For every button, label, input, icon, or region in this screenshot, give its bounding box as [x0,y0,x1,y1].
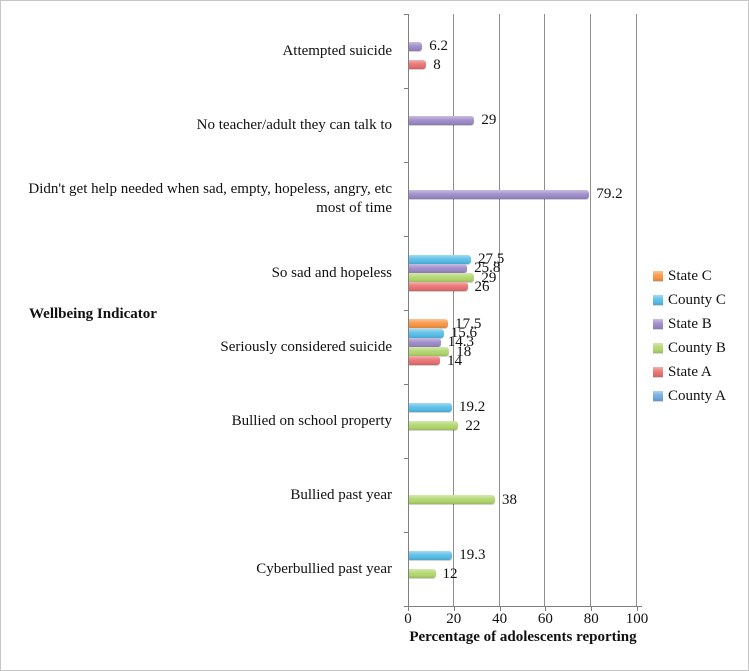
y-tick [404,162,408,163]
data-label: 26 [474,278,490,295]
x-axis-title: Percentage of adolescents reporting [409,629,637,645]
gridline [498,14,500,606]
bar-state-a[interactable] [408,356,441,366]
category-label: Attempted suicide [282,42,392,59]
x-tick [408,606,409,611]
x-tick [637,606,638,611]
y-axis-title: Wellbeing Indicator [29,306,157,322]
data-label: 29 [481,269,497,286]
x-tick-label: 80 [583,611,599,627]
bar-state-b[interactable] [408,263,468,273]
data-label: 8 [433,56,441,73]
x-tick-label: 100 [625,611,649,627]
data-label: 14 [447,352,463,369]
bar-state-b[interactable] [408,115,475,125]
x-tick [545,606,547,611]
y-tick [404,384,408,385]
data-label: 14.3 [447,334,474,351]
category-label: Cyberbullied past year [256,560,392,577]
category-label: Seriously considered suicide [220,338,392,355]
legend-item-state-a[interactable]: State A [653,360,726,384]
bar-state-c[interactable] [408,319,449,329]
bar-state-a[interactable] [408,282,468,292]
legend-label: State A [668,363,712,380]
category-label: Bullied on school property [231,412,392,429]
bar-county-c[interactable] [408,328,444,338]
x-tick [591,606,593,611]
bar-county-b[interactable] [408,347,450,356]
legend-swatch [653,319,663,329]
legend-swatch [653,391,663,401]
category-label: Didn't get help needed when sad, empty, … [28,181,392,216]
bar-county-c[interactable] [408,550,453,560]
y-tick [404,310,408,311]
bar-county-b[interactable] [408,273,475,282]
legend-item-county-c[interactable]: County C [653,288,726,312]
data-label: 17.5 [455,316,482,332]
bar-state-b[interactable] [408,41,423,51]
bar-county-c[interactable] [408,402,452,412]
x-axis-line [404,606,642,607]
legend-item-state-c[interactable]: State C [653,264,726,288]
category-label: Bullied past year [290,486,392,503]
y-tick [404,14,408,15]
data-label: 12 [442,565,458,582]
data-label: 29 [481,112,497,129]
data-label: 6.2 [429,38,448,55]
data-label: 79.2 [596,186,623,203]
category-label: No teacher/adult they can talk to [196,116,392,133]
bar-county-b[interactable] [408,421,459,430]
y-tick [404,88,408,89]
x-tick-label: 20 [446,611,462,627]
data-label: 15.6 [450,325,477,342]
legend-label: County C [668,291,726,308]
legend-item-county-b[interactable]: County B [653,336,726,360]
bar-state-b[interactable] [408,337,441,347]
legend-swatch [653,367,663,377]
gridline [452,14,454,606]
legend-swatch [653,295,663,305]
bar-state-b[interactable] [408,189,590,199]
data-label: 22 [465,417,481,434]
y-axis-line [408,14,409,606]
legend-label: County A [668,387,726,404]
data-label: 25.8 [474,260,501,277]
x-tick-label: 40 [492,611,508,627]
data-label: 27.5 [478,251,505,268]
data-label: 19.3 [459,547,486,564]
plot-area: 6.2 8 29 79.2 27.5 25.8 29 26 17.5 15.6 14.3 18 14 19… [404,14,637,607]
legend: State C County C State B County B State A Cou… [653,264,726,408]
x-tick [499,606,501,611]
y-tick [404,458,408,459]
gridline [590,14,592,606]
legend-label: State B [668,315,712,332]
legend-swatch [653,271,663,281]
gridline [544,14,546,606]
bar-county-b[interactable] [408,495,495,504]
y-tick [404,236,408,237]
bar-state-a[interactable] [408,60,427,70]
y-tick [404,532,408,533]
data-label: 19.2 [459,399,486,416]
gridline [636,14,637,606]
category-label: So sad and hopeless [271,264,392,281]
x-tick-label: 60 [537,611,553,627]
x-tick-label: 0 [404,611,412,627]
legend-item-county-a[interactable]: County A [653,384,726,408]
x-tick [453,606,455,611]
data-label: 38 [502,491,517,508]
legend-label: State C [668,267,712,284]
legend-label: County B [668,339,726,356]
bar-county-c[interactable] [408,254,471,264]
legend-swatch [653,343,663,353]
bar-county-b[interactable] [408,569,436,578]
data-label: 18 [456,343,472,360]
legend-item-state-b[interactable]: State B [653,312,726,336]
